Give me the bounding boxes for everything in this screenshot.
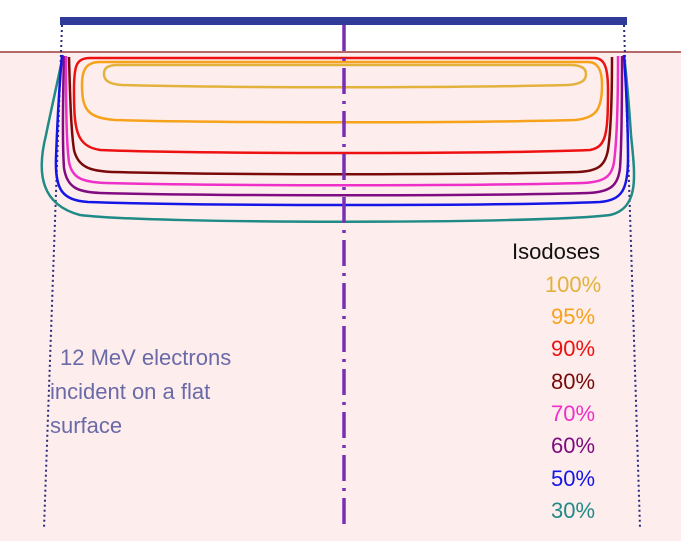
isodose-100-contour [102, 63, 588, 89]
legend-item-30: 30% [551, 498, 595, 523]
legend-item-50: 50% [551, 466, 595, 491]
isodose-95-contour [80, 60, 604, 124]
isodose-50-contour [54, 54, 630, 207]
legend-title: Isodoses [512, 239, 600, 264]
caption-line-3: surface [50, 413, 122, 438]
legend-item-95: 95% [551, 304, 595, 329]
isodose-70-contour [64, 55, 620, 187]
phantom-region [0, 52, 681, 541]
isodose-30-contour [40, 54, 636, 223]
field-edge-right [623, 24, 641, 529]
isodose-90-contour [72, 56, 610, 155]
caption-line-1: 12 MeV electrons [60, 345, 231, 370]
legend-item-90: 90% [551, 336, 595, 361]
legend-list: 100% 95% 90% 80% 70% 60% 50% 30% [545, 272, 601, 523]
legend-item-60: 60% [551, 433, 595, 458]
legend-item-80: 80% [551, 369, 595, 394]
isodose-80-contour [67, 56, 614, 176]
isodose-60-contour [61, 55, 624, 197]
applicator-bar [60, 17, 627, 25]
caption-line-2: incident on a flat [50, 379, 210, 404]
legend-item-70: 70% [551, 401, 595, 426]
field-edge-left [43, 24, 63, 529]
legend-item-100: 100% [545, 272, 601, 297]
